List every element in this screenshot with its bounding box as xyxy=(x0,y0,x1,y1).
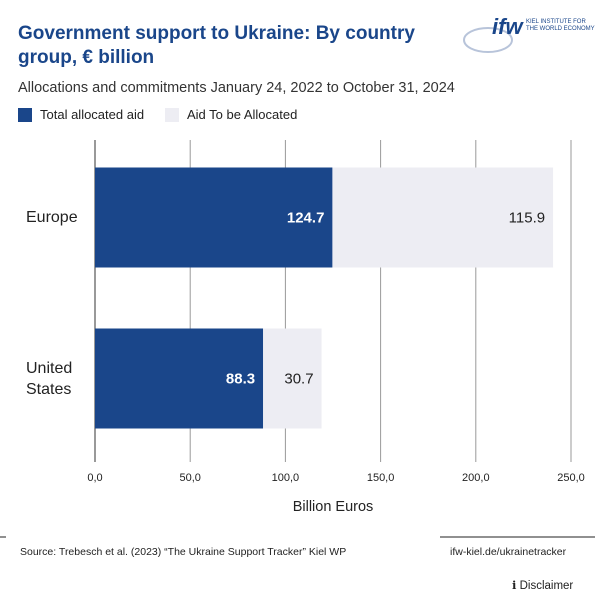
bar-segment xyxy=(95,167,333,268)
disclaimer-link[interactable]: i Disclaimer xyxy=(512,578,574,592)
logo-swoosh xyxy=(463,27,513,53)
legend-label: Total allocated aid xyxy=(40,107,144,122)
bar-segment xyxy=(263,328,322,429)
source-note: Source: Trebesch et al. (2023) “The Ukra… xyxy=(20,546,347,558)
x-tick-label: 100,0 xyxy=(272,472,300,484)
source-url[interactable]: ifw-kiel.de/ukrainetracker xyxy=(450,546,567,558)
logo: ifw xyxy=(492,14,523,39)
x-tick-label: 150,0 xyxy=(367,472,395,484)
x-tick-label: 0,0 xyxy=(87,472,102,484)
logo-text: KIEL INSTITUTE FOR THE WORLD ECONOMY xyxy=(526,19,595,32)
chart-subtitle: Allocations and commitments January 24, … xyxy=(18,80,455,96)
disclaimer-text[interactable]: Disclaimer xyxy=(519,580,574,592)
value-label: 124.7 xyxy=(287,209,325,226)
legend-label: Aid To be Allocated xyxy=(187,107,297,122)
value-label: 115.9 xyxy=(509,209,545,226)
value-label: 88.3 xyxy=(226,370,255,387)
x-tick-label: 200,0 xyxy=(462,472,490,484)
legend-swatch xyxy=(165,108,179,122)
x-axis-title: Billion Euros xyxy=(293,499,374,515)
y-tick-label: Europe xyxy=(26,209,78,226)
bar-segment xyxy=(332,167,554,268)
value-label: 30.7 xyxy=(284,370,313,387)
y-tick-label: United States xyxy=(26,359,73,398)
chart-title: Government support to Ukraine: By countr… xyxy=(18,23,415,68)
x-tick-label: 50,0 xyxy=(179,472,200,484)
bar-segment xyxy=(95,328,264,429)
legend-swatch xyxy=(18,108,32,122)
x-tick-label: 250,0 xyxy=(557,472,585,484)
